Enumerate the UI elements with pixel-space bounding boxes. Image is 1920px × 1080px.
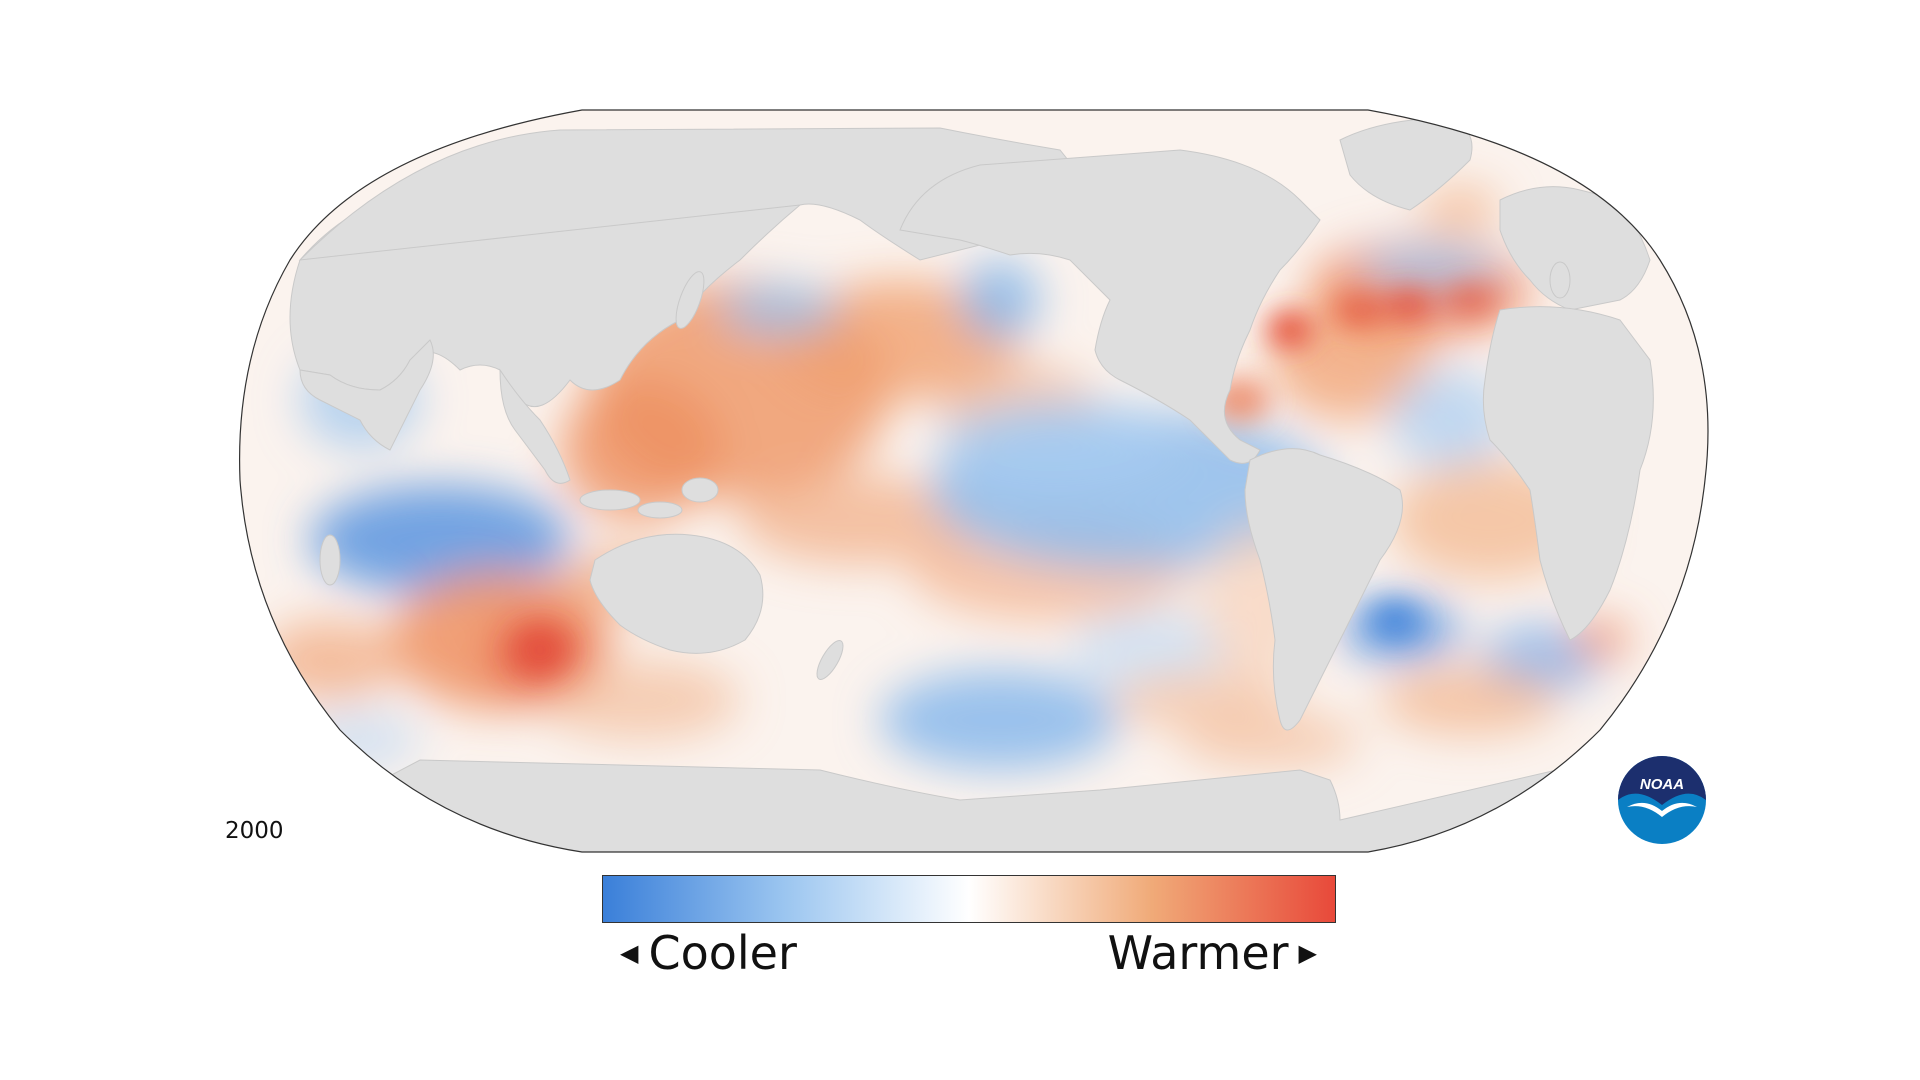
land-layer xyxy=(239,117,1702,852)
legend-gradient-bar xyxy=(603,876,1335,922)
ocean-layer xyxy=(239,110,1708,852)
triangle-left-icon: ◀ xyxy=(620,939,639,967)
anomaly-hotspots xyxy=(512,286,1498,674)
noaa-logo: NOAA xyxy=(1618,756,1706,844)
legend-frame xyxy=(602,875,1336,923)
globe-outline xyxy=(239,109,1709,853)
triangle-right-icon: ▶ xyxy=(1298,939,1317,967)
legend-cooler: ◀ Cooler xyxy=(620,926,797,980)
year-label: 2000 xyxy=(225,818,284,844)
legend-warmer: Warmer ▶ xyxy=(1108,926,1317,980)
warmer-label: Warmer xyxy=(1107,926,1289,980)
noaa-logo-text: NOAA xyxy=(1640,776,1684,793)
cooler-label: Cooler xyxy=(648,926,797,980)
